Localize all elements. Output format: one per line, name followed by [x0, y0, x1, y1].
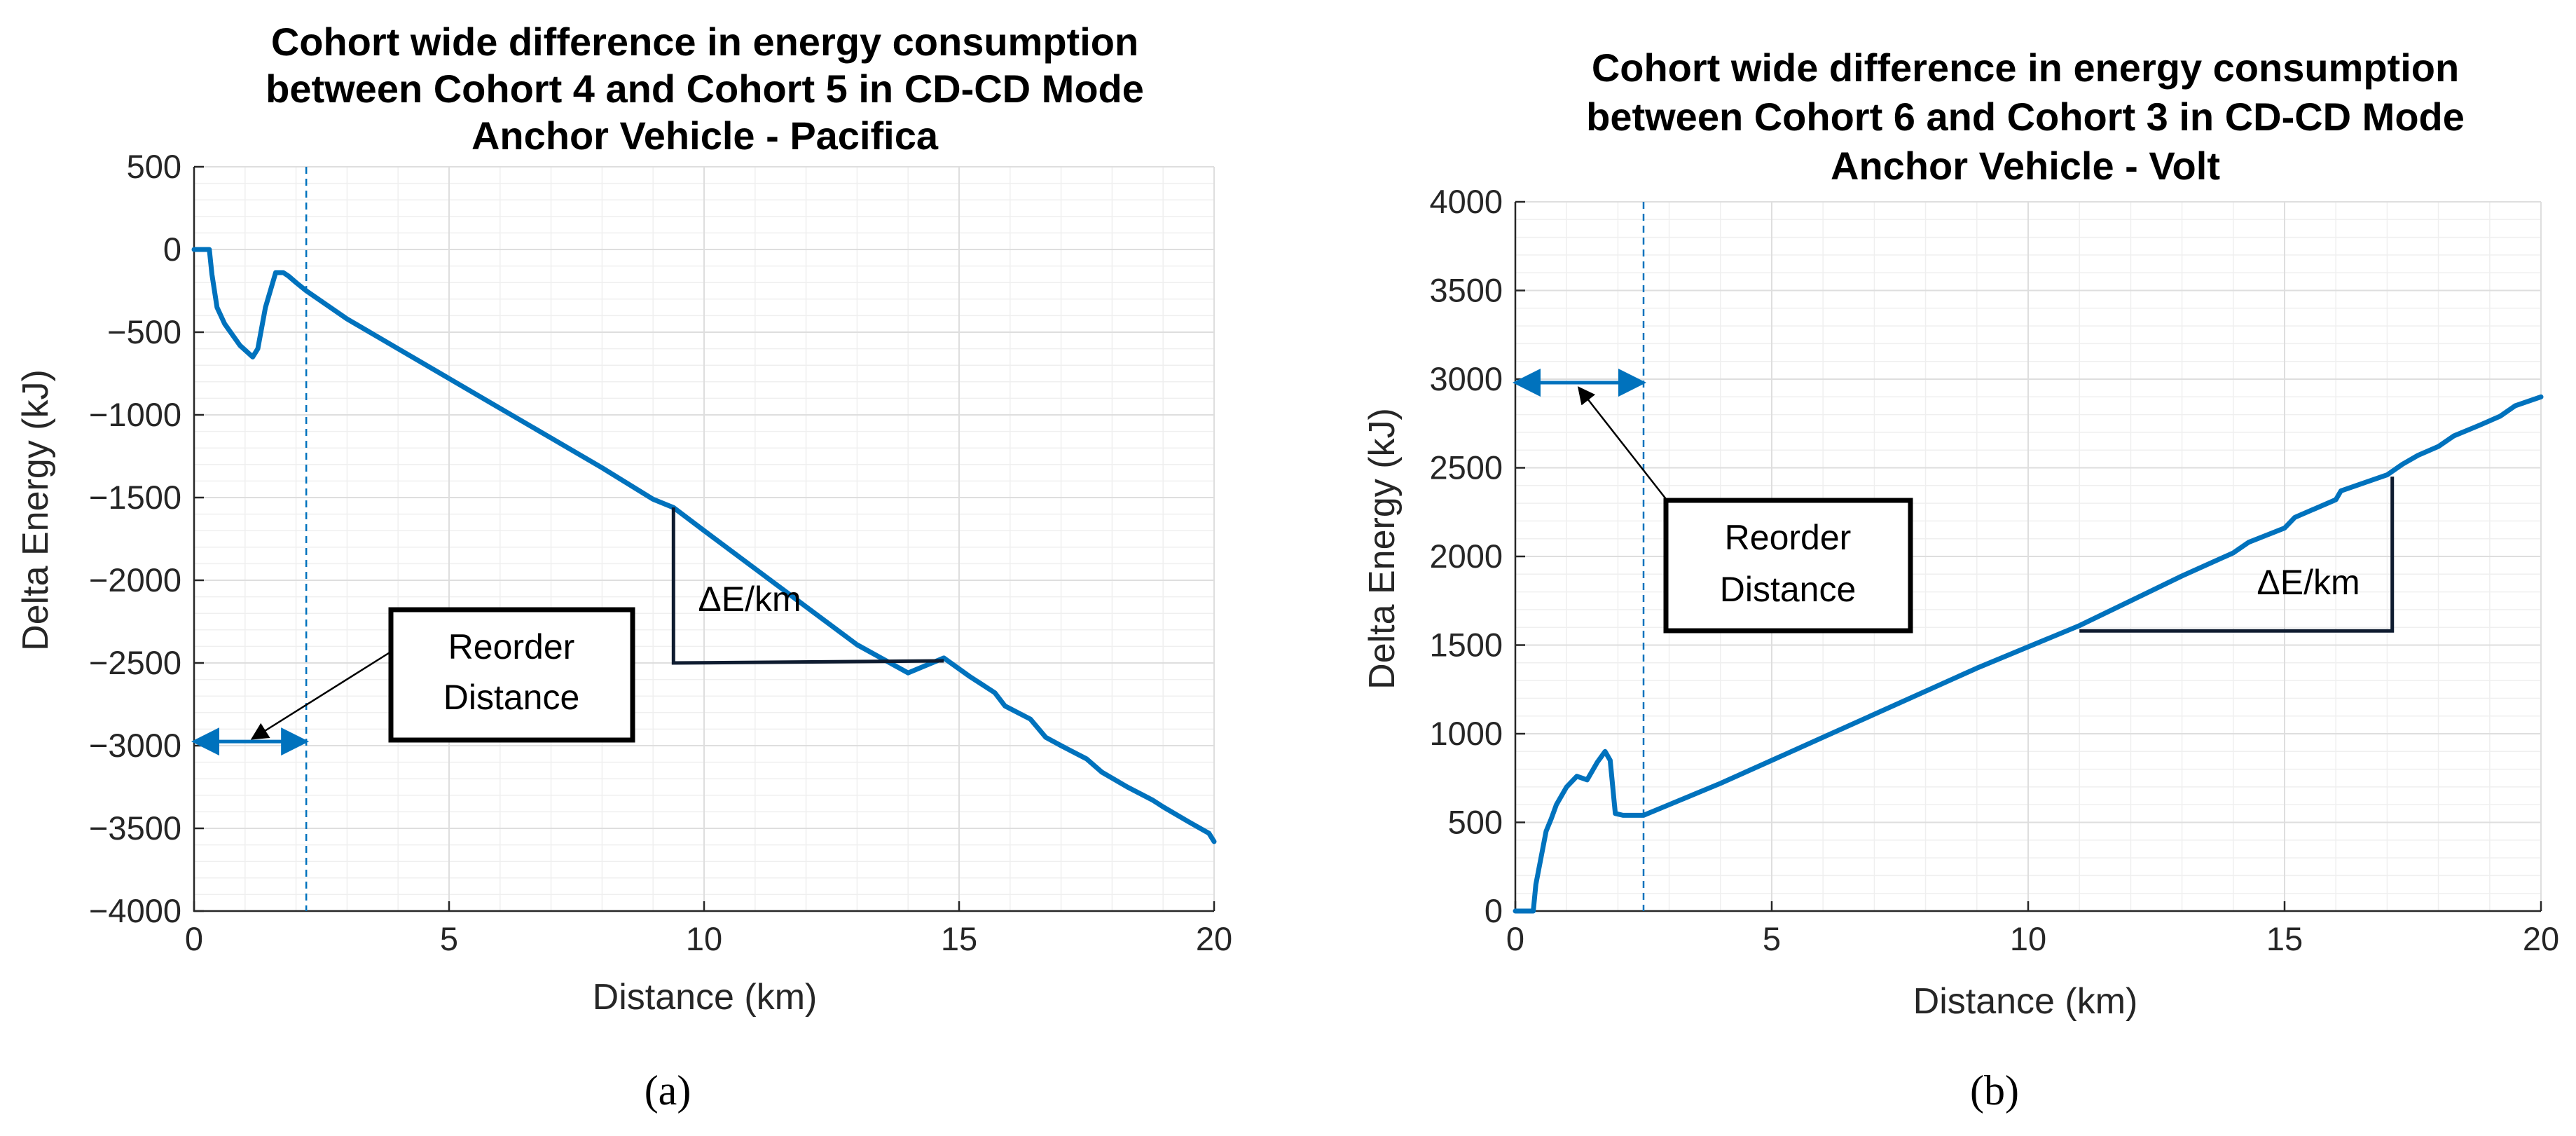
- y-tick-label: 4000: [1429, 183, 1503, 220]
- chart-b-title-line-1: Cohort wide difference in energy consump…: [1592, 46, 2459, 90]
- y-tick-label: 0: [1485, 892, 1503, 929]
- chart-a-title-line-1: Cohort wide difference in energy consump…: [271, 20, 1138, 64]
- chart-a-title-line-2: between Cohort 4 and Cohort 5 in CD-CD M…: [266, 67, 1144, 111]
- y-tick-label: 1000: [1429, 715, 1503, 752]
- chart-a-ticks: 0 5 10 15 20 500 0 −500 −1000 −1500 −2000 −2500 −300…: [89, 148, 1232, 957]
- y-tick-label: 3000: [1429, 360, 1503, 397]
- y-tick-label: 2000: [1429, 538, 1503, 575]
- y-tick-label: 2500: [1429, 449, 1503, 486]
- y-tick-label: −4000: [89, 892, 181, 929]
- chart-b-x-axis-label: Distance (km): [1913, 981, 2138, 1022]
- y-tick-label: −1500: [89, 479, 181, 516]
- chart-b-slope-label: ΔE/km: [2257, 563, 2360, 602]
- x-tick-label: 10: [686, 920, 722, 957]
- x-tick-label: 5: [1763, 920, 1781, 957]
- chart-b-callout-pointer: [1577, 386, 1667, 500]
- y-tick-label: −2500: [89, 644, 181, 681]
- chart-a-slope-triangle: [671, 507, 944, 665]
- chart-a-y-axis-label: Delta Energy (kJ): [15, 369, 56, 651]
- x-tick-label: 10: [2010, 920, 2046, 957]
- chart-b: Cohort wide difference in energy consump…: [1362, 46, 2559, 1114]
- chart-a-series-line: [191, 247, 1217, 844]
- y-tick-label: 3500: [1429, 272, 1503, 309]
- chart-b-slope-triangle: [2079, 477, 2395, 633]
- chart-a-grid: [193, 166, 1215, 912]
- chart-b-reorder-label-line-2: Distance: [1720, 570, 1857, 609]
- chart-a-callout-pointer: [250, 650, 392, 740]
- y-tick-label: −3500: [89, 809, 181, 847]
- chart-a-x-axis-label: Distance (km): [593, 977, 818, 1018]
- y-tick-label: −500: [107, 313, 181, 350]
- y-tick-label: −3000: [89, 727, 181, 764]
- chart-a-title-line-3: Anchor Vehicle - Pacifica: [471, 114, 939, 158]
- chart-b-panel-label: (b): [1970, 1067, 2019, 1114]
- chart-a-reorder-label-line-2: Distance: [443, 678, 580, 717]
- chart-a-panel-label: (a): [645, 1067, 691, 1114]
- chart-a-slope-label: ΔE/km: [698, 580, 801, 619]
- x-tick-label: 15: [2266, 920, 2303, 957]
- y-tick-label: −2000: [89, 561, 181, 598]
- y-tick-label: 1500: [1429, 627, 1503, 664]
- x-tick-label: 15: [941, 920, 977, 957]
- chart-b-reorder-callout-box: [1663, 498, 1913, 634]
- chart-b-title-line-2: between Cohort 6 and Cohort 3 in CD-CD M…: [1586, 95, 2465, 139]
- chart-b-series-line: [1513, 394, 2544, 914]
- chart-a-reorder-callout-box: [388, 607, 635, 743]
- x-tick-label: 0: [1506, 920, 1524, 957]
- x-tick-label: 20: [2523, 920, 2559, 957]
- chart-b-reorder-label-line-1: Reorder: [1725, 518, 1852, 557]
- x-tick-label: 0: [185, 920, 203, 957]
- chart-a-reorder-label-line-1: Reorder: [448, 627, 575, 666]
- chart-b-ticks: 0 5 10 15 20 0 500 1000 1500 2000 2500 3000 3500 4000: [1429, 183, 2559, 957]
- x-tick-label: 20: [1196, 920, 1232, 957]
- chart-a: Cohort wide difference in energy consump…: [15, 20, 1232, 1114]
- chart-b-y-axis-label: Delta Energy (kJ): [1362, 408, 1403, 690]
- y-tick-label: 500: [1448, 804, 1503, 841]
- y-tick-label: −1000: [89, 396, 181, 433]
- chart-b-title-line-3: Anchor Vehicle - Volt: [1831, 144, 2220, 188]
- x-tick-label: 5: [440, 920, 458, 957]
- y-tick-label: 0: [163, 231, 181, 268]
- y-tick-label: 500: [127, 148, 181, 185]
